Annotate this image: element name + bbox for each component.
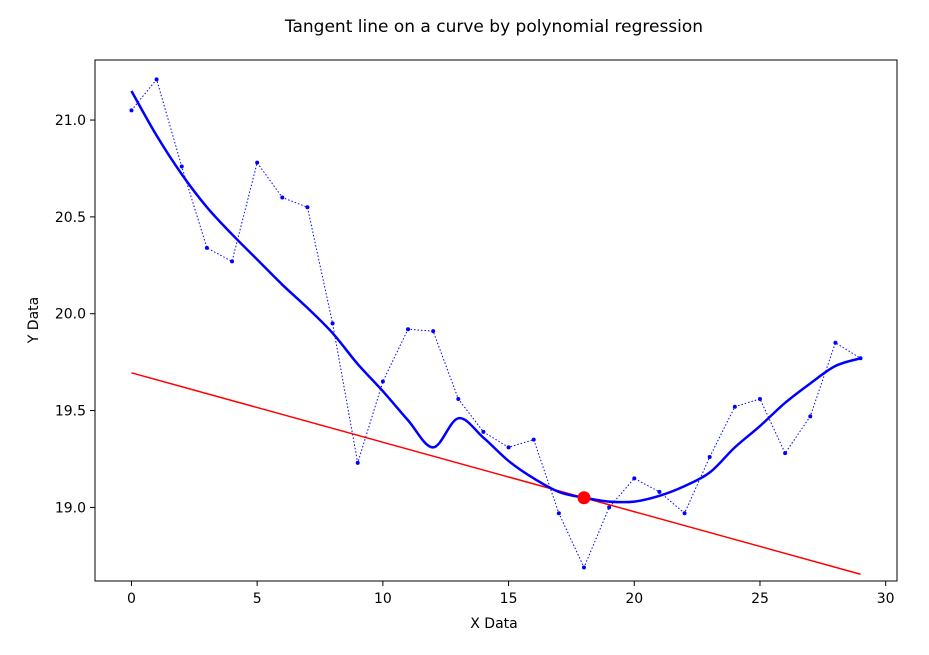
x-tick-label: 25 [751, 591, 769, 607]
raw-data-point [732, 404, 737, 409]
raw-data-point [707, 455, 712, 460]
plot-area [129, 77, 863, 575]
plot-frame [94, 59, 898, 582]
raw-data-point [280, 195, 285, 200]
raw-data-point [230, 259, 235, 264]
raw-data-point [682, 511, 687, 516]
raw-data-point [757, 396, 762, 401]
x-tick-label: 10 [374, 591, 392, 607]
raw-data-point [330, 321, 335, 326]
y-tick-label: 20.0 [55, 307, 86, 323]
raw-data-point [255, 160, 260, 165]
raw-data-point [531, 437, 536, 442]
y-axis: 19.0 19.5 20.0 20.5 21.0 [55, 113, 95, 516]
y-tick-label: 20.5 [55, 210, 86, 226]
y-tick-label: 21.0 [55, 113, 86, 129]
raw-data-point [632, 476, 637, 481]
raw-data-point [481, 429, 486, 434]
x-tick-label: 15 [500, 591, 518, 607]
raw-data-point [506, 445, 511, 450]
x-tick-label: 5 [253, 591, 262, 607]
raw-data-point [456, 396, 461, 401]
raw-data-point [657, 489, 662, 494]
x-tick-label: 20 [625, 591, 643, 607]
raw-data-point [783, 451, 788, 456]
raw-data-point [204, 245, 209, 250]
fit-curve [130, 90, 861, 504]
raw-data-point [431, 329, 436, 334]
y-axis-label: Y Data [26, 297, 42, 344]
tangent-point [577, 491, 591, 505]
chart-title: Tangent line on a curve by polynomial re… [284, 17, 703, 37]
raw-data-point [305, 205, 310, 210]
raw-data-point [179, 164, 184, 169]
y-tick-label: 19.0 [55, 500, 86, 516]
raw-data-point [581, 565, 586, 570]
raw-data-point [154, 77, 159, 82]
raw-data-point [607, 505, 612, 510]
x-axis-label: X Data [470, 616, 517, 632]
raw-data-point [808, 414, 813, 419]
raw-data-point [406, 327, 411, 332]
raw-data-point [355, 460, 360, 465]
raw-data-point [129, 108, 134, 113]
x-tick-label: 0 [127, 591, 136, 607]
raw-data-point [833, 340, 838, 345]
tangent-line [131, 372, 861, 575]
raw-data-line [131, 78, 861, 569]
x-axis: 0 5 10 15 20 25 30 [127, 581, 895, 607]
x-tick-label: 30 [877, 591, 895, 607]
y-tick-label: 19.5 [55, 404, 86, 420]
raw-data-point [556, 511, 561, 516]
raw-data-point [380, 379, 385, 384]
